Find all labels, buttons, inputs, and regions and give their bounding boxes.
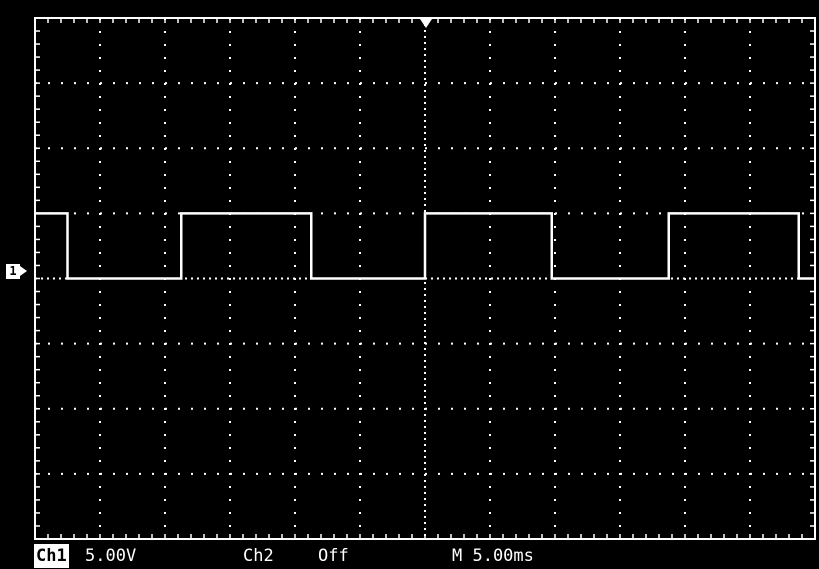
ch1-label: Ch1 [34,544,69,568]
ch1-volts-per-div: 5.00V [85,546,137,566]
channel-1-trace [35,212,815,280]
status-bar: Ch1 5.00V Ch2 Off M 5.00ms [0,543,819,569]
channel-1-ground-marker-icon: 1 [6,264,27,279]
timebase-readout: M 5.00ms [452,546,534,566]
ch2-label: Ch2 [243,546,274,566]
ch2-state: Off [318,546,349,566]
grid-lines [34,17,816,540]
trigger-position-icon [420,19,432,28]
